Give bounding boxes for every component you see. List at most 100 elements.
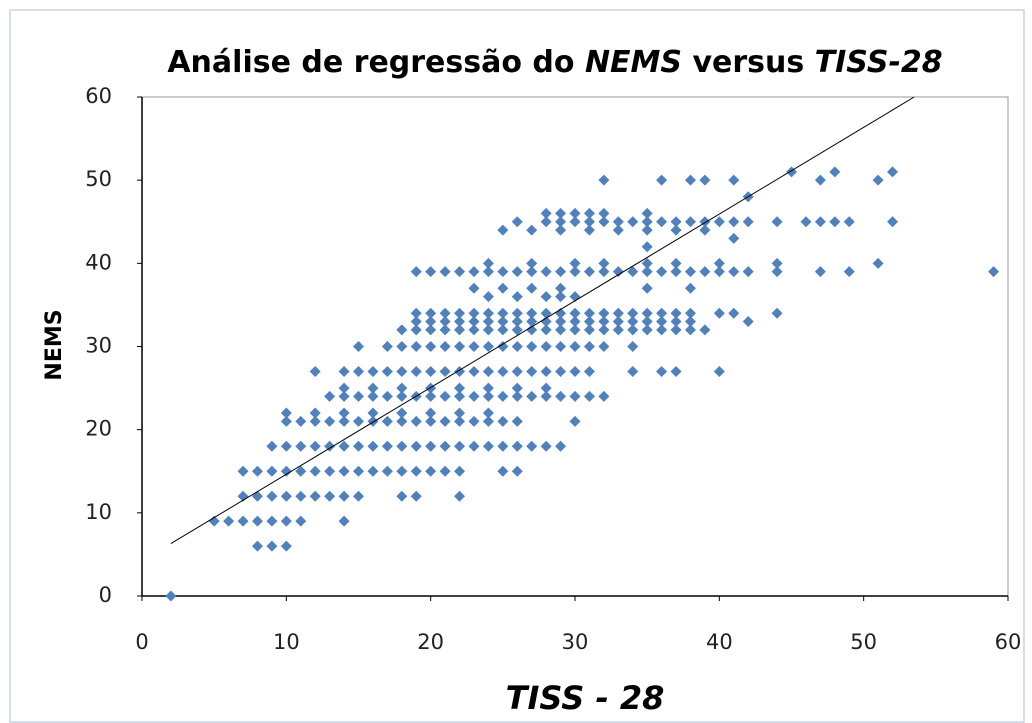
data-point (598, 307, 610, 319)
data-point (511, 365, 523, 377)
data-point (526, 390, 538, 402)
data-point (324, 490, 336, 502)
data-point (583, 224, 595, 236)
data-point (627, 316, 639, 328)
data-point (511, 382, 523, 394)
y-tick-label: 20 (85, 417, 112, 441)
data-point (684, 307, 696, 319)
data-point (627, 266, 639, 278)
data-point (295, 440, 307, 452)
data-point (410, 490, 422, 502)
data-point (569, 390, 581, 402)
data-point (454, 324, 466, 336)
data-point (656, 316, 668, 328)
data-point (497, 266, 509, 278)
data-point (526, 224, 538, 236)
data-point (367, 465, 379, 477)
data-point (454, 407, 466, 419)
data-point (555, 440, 567, 452)
data-point (728, 266, 740, 278)
data-point (829, 216, 841, 228)
data-point (425, 324, 437, 336)
data-point (684, 282, 696, 294)
data-point (612, 224, 624, 236)
data-point (425, 415, 437, 427)
x-tick-label: 20 (417, 630, 444, 654)
data-point (425, 390, 437, 402)
data-point (454, 316, 466, 328)
data-point (526, 365, 538, 377)
data-point (396, 341, 408, 352)
data-point (988, 266, 1000, 278)
data-point (670, 324, 682, 336)
data-point (526, 266, 538, 278)
data-point (482, 407, 494, 419)
data-point (814, 266, 826, 278)
data-point (295, 490, 307, 502)
x-axis-label: TISS - 28 (506, 679, 665, 717)
data-point (569, 324, 581, 336)
data-point (482, 266, 494, 278)
x-tick-label: 60 (995, 630, 1022, 654)
data-point (526, 282, 538, 294)
data-point (280, 465, 292, 477)
data-point (641, 241, 653, 253)
data-point (237, 515, 249, 527)
data-point (251, 515, 263, 527)
data-point (439, 440, 451, 452)
data-point (396, 440, 408, 452)
data-point (511, 440, 523, 452)
data-point (396, 465, 408, 477)
data-point (555, 207, 567, 219)
title-part: versus (682, 45, 815, 80)
data-point (742, 216, 754, 228)
data-point (641, 282, 653, 294)
data-point (425, 465, 437, 477)
data-point (410, 324, 422, 336)
data-point (280, 515, 292, 527)
data-point (612, 216, 624, 228)
data-point (627, 324, 639, 336)
y-tick-label: 10 (85, 500, 112, 524)
data-point (381, 440, 393, 452)
data-point (482, 291, 494, 303)
data-point (540, 291, 552, 303)
data-point (598, 216, 610, 228)
data-point (814, 216, 826, 228)
data-point (540, 341, 552, 352)
data-point (338, 382, 350, 394)
data-point (656, 266, 668, 278)
data-point (843, 216, 855, 228)
data-point (367, 365, 379, 377)
data-point (266, 515, 278, 527)
data-point (165, 590, 177, 602)
data-point (309, 415, 321, 427)
data-point (771, 257, 783, 269)
data-point (266, 440, 278, 452)
data-point (627, 307, 639, 319)
data-point (454, 490, 466, 502)
data-point (684, 266, 696, 278)
x-tick-label: 0 (135, 630, 148, 654)
data-point (295, 515, 307, 527)
data-point (353, 390, 364, 402)
data-point (280, 490, 292, 502)
data-point (410, 365, 422, 377)
data-point (410, 316, 422, 328)
data-point (511, 266, 523, 278)
data-point (598, 257, 610, 269)
data-point (280, 407, 292, 419)
data-point (410, 465, 422, 477)
data-point (468, 341, 480, 352)
data-point (482, 257, 494, 269)
data-point (324, 465, 336, 477)
data-point (742, 266, 754, 278)
data-point (555, 307, 567, 319)
data-point (540, 316, 552, 328)
data-point (887, 166, 899, 178)
data-point (526, 257, 538, 269)
data-point (583, 390, 595, 402)
data-point (699, 174, 711, 186)
data-point (425, 341, 437, 352)
data-point (353, 341, 364, 352)
